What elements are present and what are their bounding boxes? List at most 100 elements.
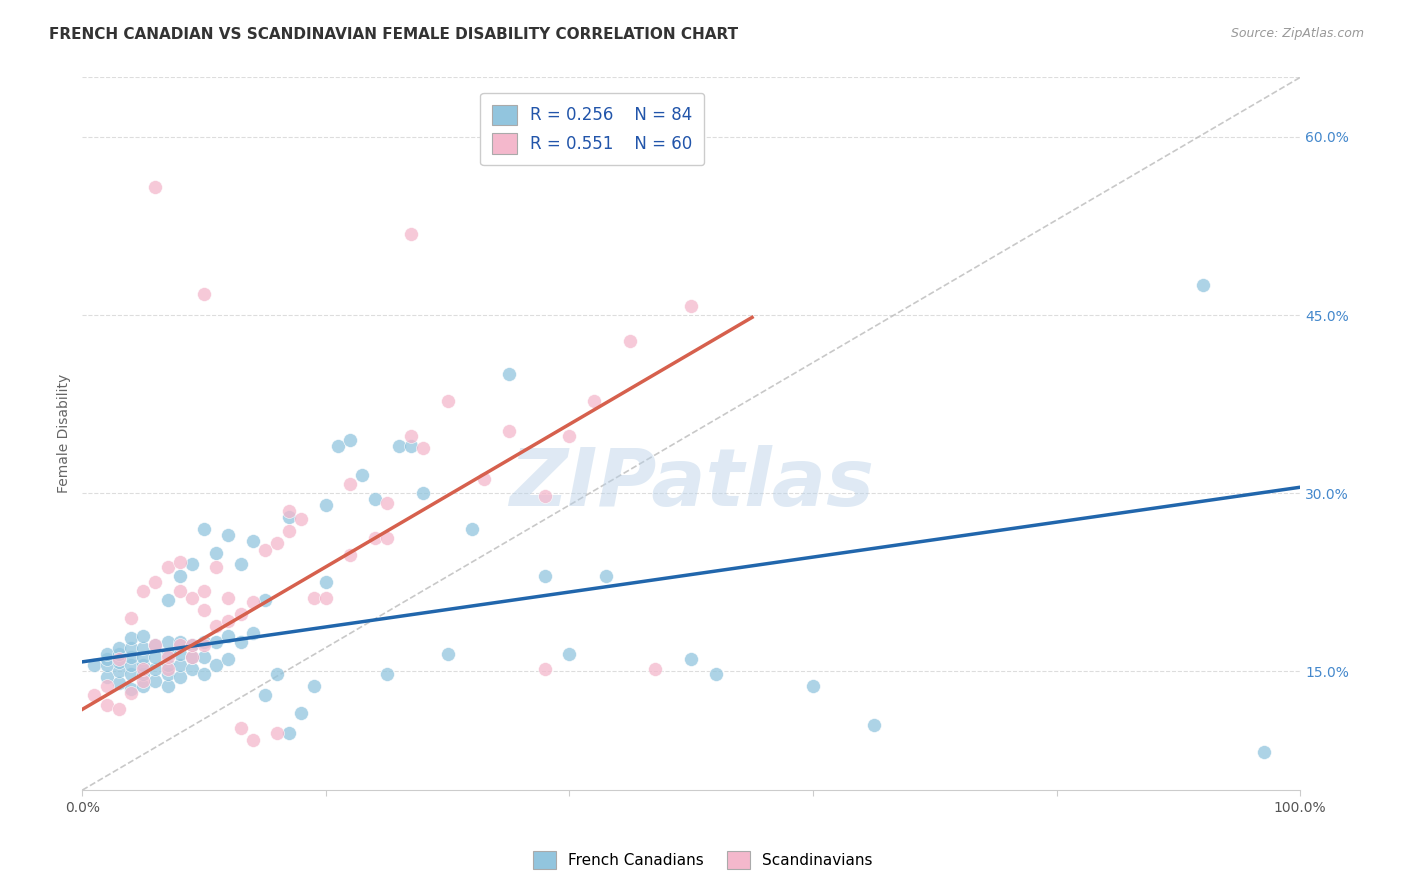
Point bbox=[156, 650, 179, 665]
Point bbox=[436, 647, 458, 661]
Point bbox=[205, 658, 228, 673]
Point bbox=[534, 569, 557, 583]
Point bbox=[375, 666, 398, 681]
Point bbox=[534, 489, 557, 503]
Point bbox=[156, 634, 179, 648]
Point bbox=[558, 647, 581, 661]
Point bbox=[156, 559, 179, 574]
Point bbox=[290, 706, 312, 720]
Point bbox=[132, 658, 155, 673]
Point bbox=[180, 650, 202, 665]
Point bbox=[169, 638, 191, 652]
Point bbox=[326, 439, 349, 453]
Point bbox=[143, 650, 166, 665]
Point bbox=[156, 662, 179, 676]
Point bbox=[132, 583, 155, 598]
Point bbox=[278, 726, 301, 740]
Point bbox=[132, 673, 155, 688]
Point bbox=[143, 662, 166, 676]
Point bbox=[472, 472, 495, 486]
Point bbox=[498, 425, 520, 439]
Point bbox=[120, 631, 142, 645]
Point bbox=[339, 433, 361, 447]
Point bbox=[108, 702, 131, 716]
Point bbox=[290, 512, 312, 526]
Point bbox=[108, 655, 131, 669]
Point bbox=[242, 626, 264, 640]
Point bbox=[242, 733, 264, 747]
Point bbox=[302, 679, 325, 693]
Point bbox=[388, 439, 411, 453]
Point bbox=[205, 634, 228, 648]
Point bbox=[180, 638, 202, 652]
Point bbox=[205, 545, 228, 559]
Point bbox=[278, 510, 301, 524]
Point bbox=[193, 602, 215, 616]
Point bbox=[412, 486, 434, 500]
Legend: French Canadians, Scandinavians: French Canadians, Scandinavians bbox=[527, 845, 879, 875]
Point bbox=[278, 504, 301, 518]
Point bbox=[120, 682, 142, 697]
Point bbox=[108, 676, 131, 690]
Point bbox=[681, 652, 703, 666]
Point bbox=[193, 522, 215, 536]
Point bbox=[278, 524, 301, 539]
Point bbox=[339, 548, 361, 562]
Point bbox=[108, 640, 131, 655]
Point bbox=[339, 476, 361, 491]
Point bbox=[132, 679, 155, 693]
Point bbox=[132, 629, 155, 643]
Point bbox=[180, 662, 202, 676]
Point bbox=[83, 688, 105, 702]
Point bbox=[132, 640, 155, 655]
Point bbox=[863, 718, 886, 732]
Point bbox=[1253, 745, 1275, 759]
Point bbox=[558, 429, 581, 443]
Point bbox=[229, 634, 252, 648]
Point bbox=[375, 496, 398, 510]
Point bbox=[96, 652, 118, 666]
Point bbox=[132, 666, 155, 681]
Point bbox=[193, 583, 215, 598]
Point bbox=[180, 650, 202, 665]
Point bbox=[180, 638, 202, 652]
Point bbox=[412, 441, 434, 455]
Point bbox=[156, 658, 179, 673]
Point bbox=[156, 593, 179, 607]
Point bbox=[108, 665, 131, 679]
Point bbox=[375, 531, 398, 545]
Point bbox=[217, 591, 239, 605]
Point bbox=[156, 647, 179, 661]
Point bbox=[193, 650, 215, 665]
Point bbox=[108, 652, 131, 666]
Point bbox=[217, 528, 239, 542]
Point bbox=[132, 650, 155, 665]
Point bbox=[1191, 278, 1213, 293]
Point bbox=[120, 666, 142, 681]
Point bbox=[143, 638, 166, 652]
Point bbox=[217, 629, 239, 643]
Point bbox=[363, 531, 385, 545]
Point bbox=[108, 647, 131, 661]
Point bbox=[242, 595, 264, 609]
Point bbox=[193, 634, 215, 648]
Point bbox=[266, 536, 288, 550]
Point bbox=[534, 662, 557, 676]
Point bbox=[253, 593, 276, 607]
Point bbox=[143, 575, 166, 590]
Point bbox=[96, 647, 118, 661]
Point bbox=[582, 393, 605, 408]
Point bbox=[436, 393, 458, 408]
Point bbox=[229, 607, 252, 622]
Point bbox=[242, 533, 264, 548]
Point bbox=[461, 522, 484, 536]
Text: Source: ZipAtlas.com: Source: ZipAtlas.com bbox=[1230, 27, 1364, 40]
Point bbox=[180, 558, 202, 572]
Point bbox=[498, 368, 520, 382]
Point bbox=[399, 439, 422, 453]
Point bbox=[180, 591, 202, 605]
Point bbox=[96, 698, 118, 712]
Point bbox=[363, 492, 385, 507]
Point bbox=[169, 658, 191, 673]
Point bbox=[120, 658, 142, 673]
